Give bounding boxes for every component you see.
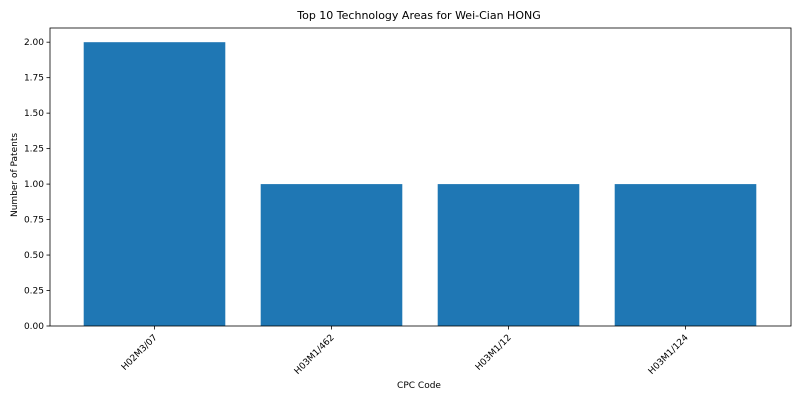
x-tick-label: H03M1/462 — [293, 333, 337, 377]
y-tick-label: 0.25 — [24, 287, 44, 297]
y-tick-label: 1.25 — [24, 145, 44, 155]
y-tick-label: 1.00 — [24, 180, 44, 190]
chart-title: Top 10 Technology Areas for Wei-Cian HON… — [296, 9, 540, 22]
y-axis-ticks: 0.00 0.25 0.50 0.75 1.00 1.25 1.50 1.75 2.00 — [24, 38, 50, 332]
bar — [261, 184, 403, 326]
x-axis-label: CPC Code — [397, 381, 441, 391]
y-tick-label: 0.00 — [24, 322, 44, 332]
y-tick-label: 2.00 — [24, 38, 44, 48]
x-tick-label: H02M3/07 — [120, 333, 160, 373]
bar — [615, 184, 757, 326]
y-tick-label: 0.50 — [24, 251, 44, 261]
x-axis-ticks: H02M3/07 H03M1/462 H03M1/12 H03M1/124 — [120, 326, 691, 377]
x-tick-label: H03M1/124 — [647, 333, 691, 377]
y-tick-label: 1.50 — [24, 109, 44, 119]
y-tick-label: 1.75 — [24, 74, 44, 84]
bar — [84, 42, 226, 326]
bars-group — [84, 42, 757, 326]
bar — [438, 184, 580, 326]
y-tick-label: 0.75 — [24, 216, 44, 226]
y-axis-label: Number of Patents — [10, 133, 20, 217]
x-tick-label: H03M1/12 — [474, 333, 514, 373]
